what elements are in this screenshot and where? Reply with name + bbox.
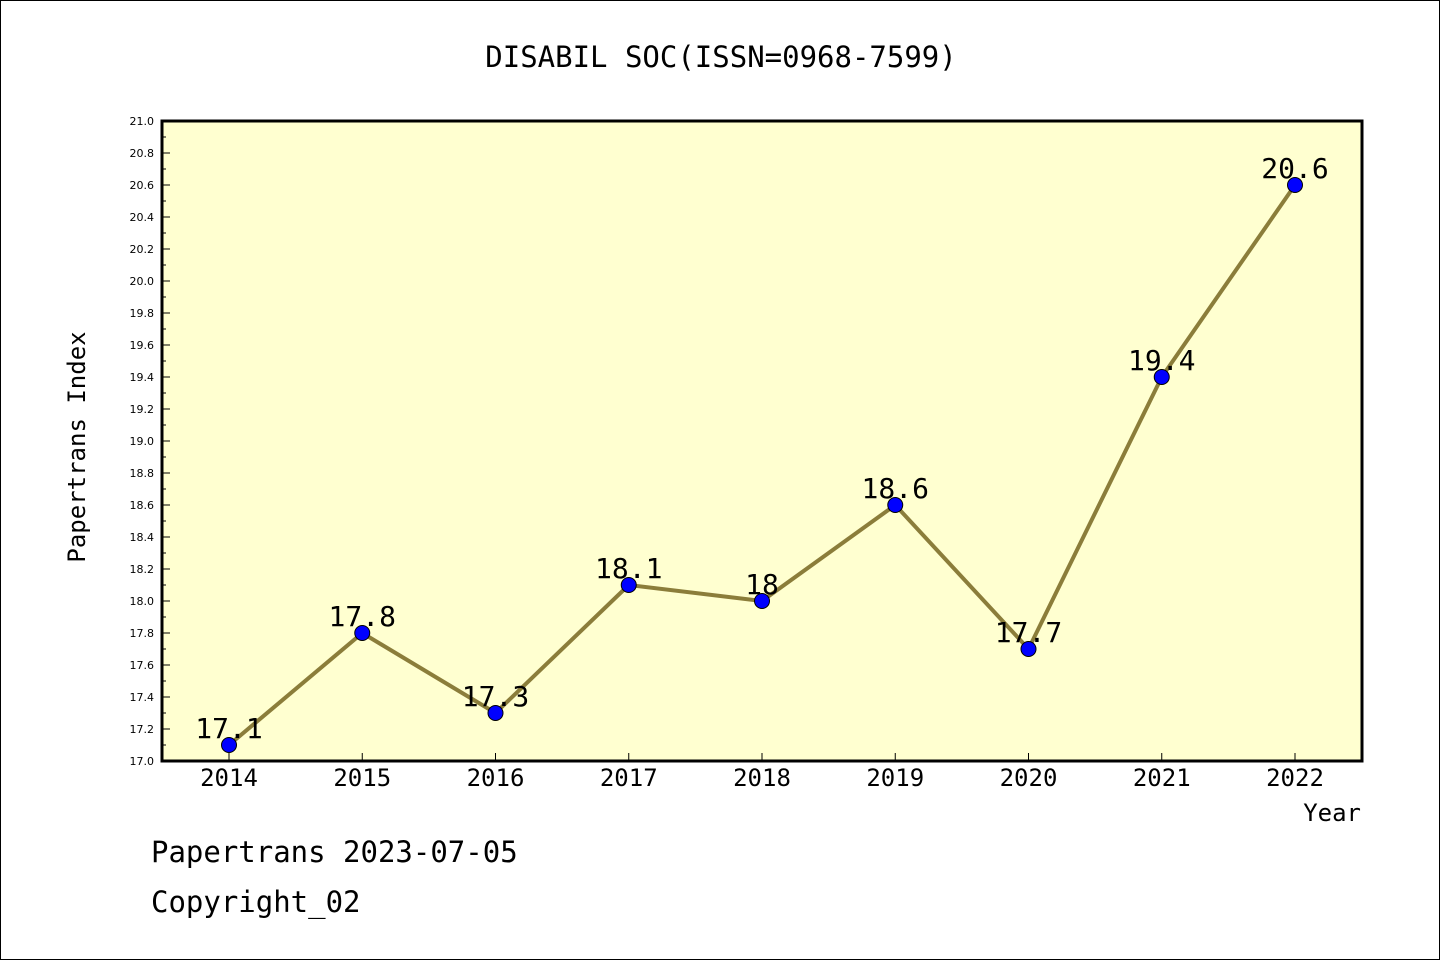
y-tick-label: 20.0 [130,275,155,288]
plot-border [160,119,1364,763]
y-tick-label: 18.2 [130,563,155,576]
x-tick-label: 2018 [733,764,791,792]
data-point [1020,641,1037,657]
chart-title: DISABIL SOC(ISSN=0968-7599) [485,40,956,74]
data-label: 19.4 [1128,344,1195,377]
data-point [887,497,904,513]
y-tick-label: 20.6 [130,179,155,192]
data-label: 17.1 [195,712,262,745]
y-tick-label: 17.6 [130,659,155,672]
data-label: 18.1 [595,552,662,585]
y-tick-label: 19.0 [130,435,155,448]
plot-area [162,121,1362,761]
data-point [1153,369,1170,385]
footer-date: Papertrans 2023-07-05 [151,835,518,869]
x-tick-label: 2021 [1133,764,1191,792]
y-tick-label: 20.4 [130,211,155,224]
data-point [221,737,237,753]
data-label: 17.7 [995,616,1062,649]
data-label: 18 [745,568,779,601]
y-tick-label: 20.2 [130,243,155,256]
y-tick-label: 17.0 [130,755,155,768]
y-tick-label: 17.8 [130,627,155,640]
data-label: 17.3 [462,680,529,713]
y-tick-label: 19.8 [130,307,155,320]
y-tick-label: 18.4 [130,531,155,544]
x-tick-label: 2017 [600,764,658,792]
x-tick-label: 2020 [1000,764,1058,792]
y-tick-label: 19.2 [130,403,155,416]
y-tick-label: 20.8 [130,147,155,160]
data-label: 17.8 [329,600,396,633]
y-tick-label: 21.0 [130,115,155,128]
y-tick-label: 18.0 [130,595,155,608]
x-tick-label: 2014 [200,764,258,792]
y-tick-label: 19.6 [130,339,155,352]
y-tick-label: 18.6 [130,499,155,512]
x-axis-label: Year [1303,799,1361,827]
x-tick-label: 2019 [866,764,924,792]
y-tick-label: 17.4 [130,691,155,704]
x-tick-label: 2022 [1266,764,1324,792]
data-point [620,577,637,593]
y-tick-label: 19.4 [130,371,155,384]
y-axis-label: Papertrans Index [63,331,91,562]
data-label: 20.6 [1261,152,1328,185]
x-tick-label: 2015 [333,764,391,792]
footer-copyright: Copyright_02 [151,885,361,919]
y-tick-label: 17.2 [130,723,155,736]
data-point [1287,177,1303,193]
y-tick-label: 18.8 [130,467,155,480]
data-label: 18.6 [862,472,929,505]
x-tick-label: 2016 [467,764,525,792]
data-point [754,593,770,609]
data-point [354,625,371,641]
data-point [487,705,504,721]
